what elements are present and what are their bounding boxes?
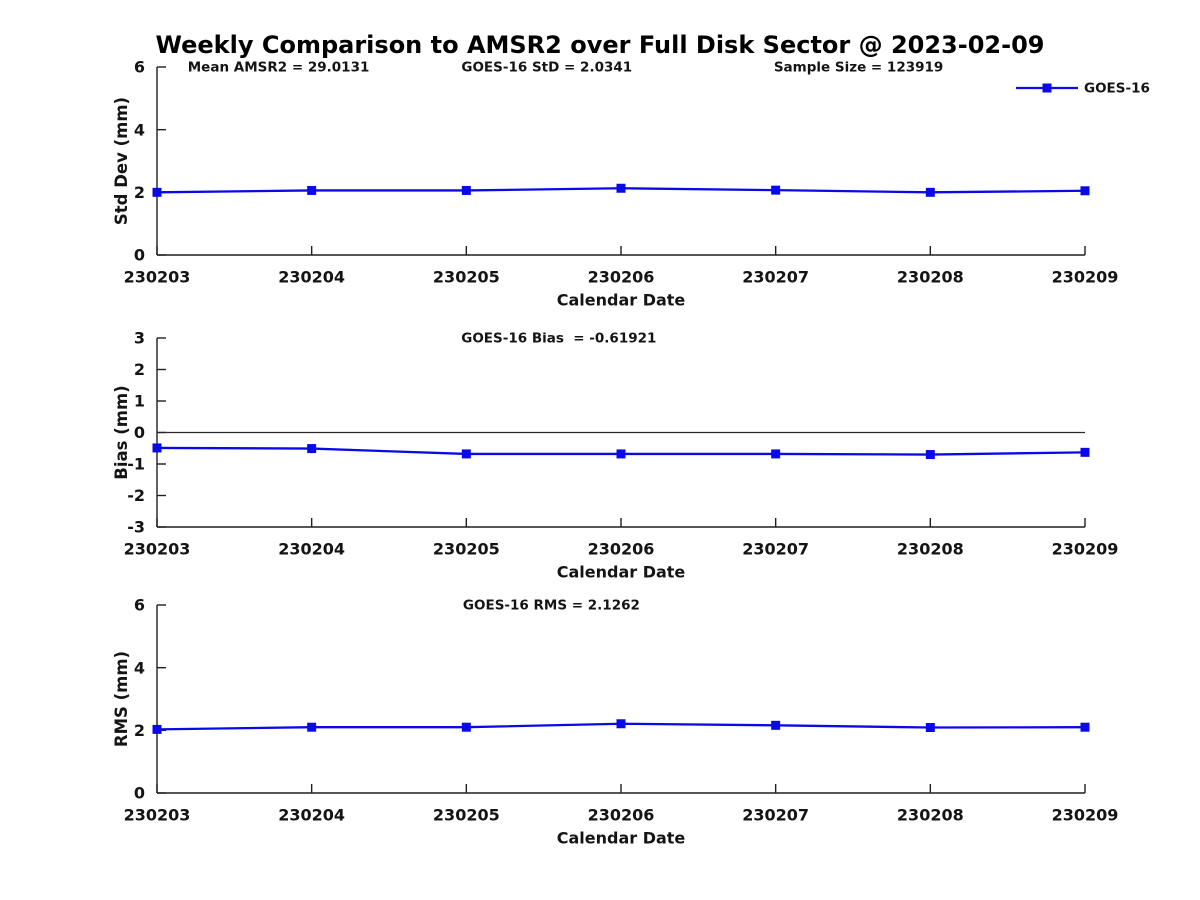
data-point-marker [771,449,781,459]
data-point-marker [461,722,471,732]
y-tick-label: 2 [134,721,145,740]
x-tick-label: 230203 [124,806,191,825]
x-tick-label: 230203 [124,268,191,287]
x-axis-title: Calendar Date [557,563,686,582]
x-tick-label: 230208 [897,540,964,559]
data-point-marker [925,187,935,197]
x-tick-label: 230204 [278,806,345,825]
legend: GOES-16 [1016,81,1150,97]
x-tick-label: 230209 [1052,540,1119,559]
y-tick-label: 0 [134,246,145,265]
y-tick-label: -1 [127,455,145,474]
annotation-text: GOES-16 RMS = 2.1262 [463,598,640,614]
x-tick-label: 230206 [588,540,655,559]
x-tick-label: 230205 [433,268,500,287]
data-point-marker [307,722,317,732]
data-point-marker [461,185,471,195]
x-tick-label: 230203 [124,540,191,559]
y-tick-label: 0 [134,784,145,803]
subplot-rms: 0 2 4 6 230203 230204 230205 230206 230207 230208… [112,596,1119,848]
data-point-marker [925,723,935,733]
x-tick-label: 230209 [1052,806,1119,825]
x-tick-label: 230206 [588,268,655,287]
x-tick-label: 230205 [433,540,500,559]
legend-label: GOES-16 [1084,81,1150,97]
data-point-marker [307,444,317,454]
y-tick-label: 6 [134,596,145,615]
y-tick-label: -2 [127,486,145,505]
annotation-text: GOES-16 Bias = -0.61921 [461,331,656,347]
data-point-marker [152,443,162,453]
x-tick-label: 230204 [278,268,345,287]
legend-marker [1042,83,1052,93]
data-point-marker [1080,186,1090,196]
data-point-marker [152,187,162,197]
y-tick-label: 1 [134,392,145,411]
x-tick-label: 230208 [897,806,964,825]
y-axis-title: Bias (mm) [112,385,131,479]
y-tick-label: 2 [134,183,145,202]
data-point-marker [616,449,626,459]
data-point-marker [771,185,781,195]
x-tick-label: 230205 [433,806,500,825]
y-tick-label: 3 [134,329,145,348]
x-tick-label: 230204 [278,540,345,559]
x-axis-title: Calendar Date [557,291,686,310]
data-point-marker [1080,447,1090,457]
x-tick-label: 230207 [742,268,809,287]
y-tick-label: 4 [134,658,145,677]
x-tick-label: 230208 [897,268,964,287]
x-axis-title: Calendar Date [557,829,686,848]
subplot-bias: -3 -2 -1 0 1 2 3 230203 230204 230205 230206 230207… [112,329,1119,582]
x-tick-label: 230206 [588,806,655,825]
x-tick-label: 230207 [742,806,809,825]
annotation-text: GOES-16 StD = 2.0341 [461,60,632,76]
annotation-text: Mean AMSR2 = 29.0131 [188,60,370,76]
data-point-marker [1080,722,1090,732]
data-point-marker [616,719,626,729]
annotation-text: Sample Size = 123919 [774,60,943,76]
y-axis-title: Std Dev (mm) [112,97,131,225]
data-point-marker [616,183,626,193]
y-tick-label: 0 [134,423,145,442]
x-tick-label: 230209 [1052,268,1119,287]
y-tick-label: 6 [134,58,145,77]
data-point-marker [771,720,781,730]
data-point-marker [461,449,471,459]
y-axis-title: RMS (mm) [112,651,131,747]
y-tick-label: 2 [134,360,145,379]
data-point-marker [307,185,317,195]
subplot-stddev: 0 2 4 6 230203 230204 230205 230206 230207 230208… [112,58,1150,310]
data-point-marker [925,450,935,460]
x-tick-label: 230207 [742,540,809,559]
figure-title: Weekly Comparison to AMSR2 over Full Dis… [155,31,1045,59]
data-point-marker [152,724,162,734]
y-tick-label: 4 [134,120,145,139]
y-tick-label: -3 [127,518,145,537]
